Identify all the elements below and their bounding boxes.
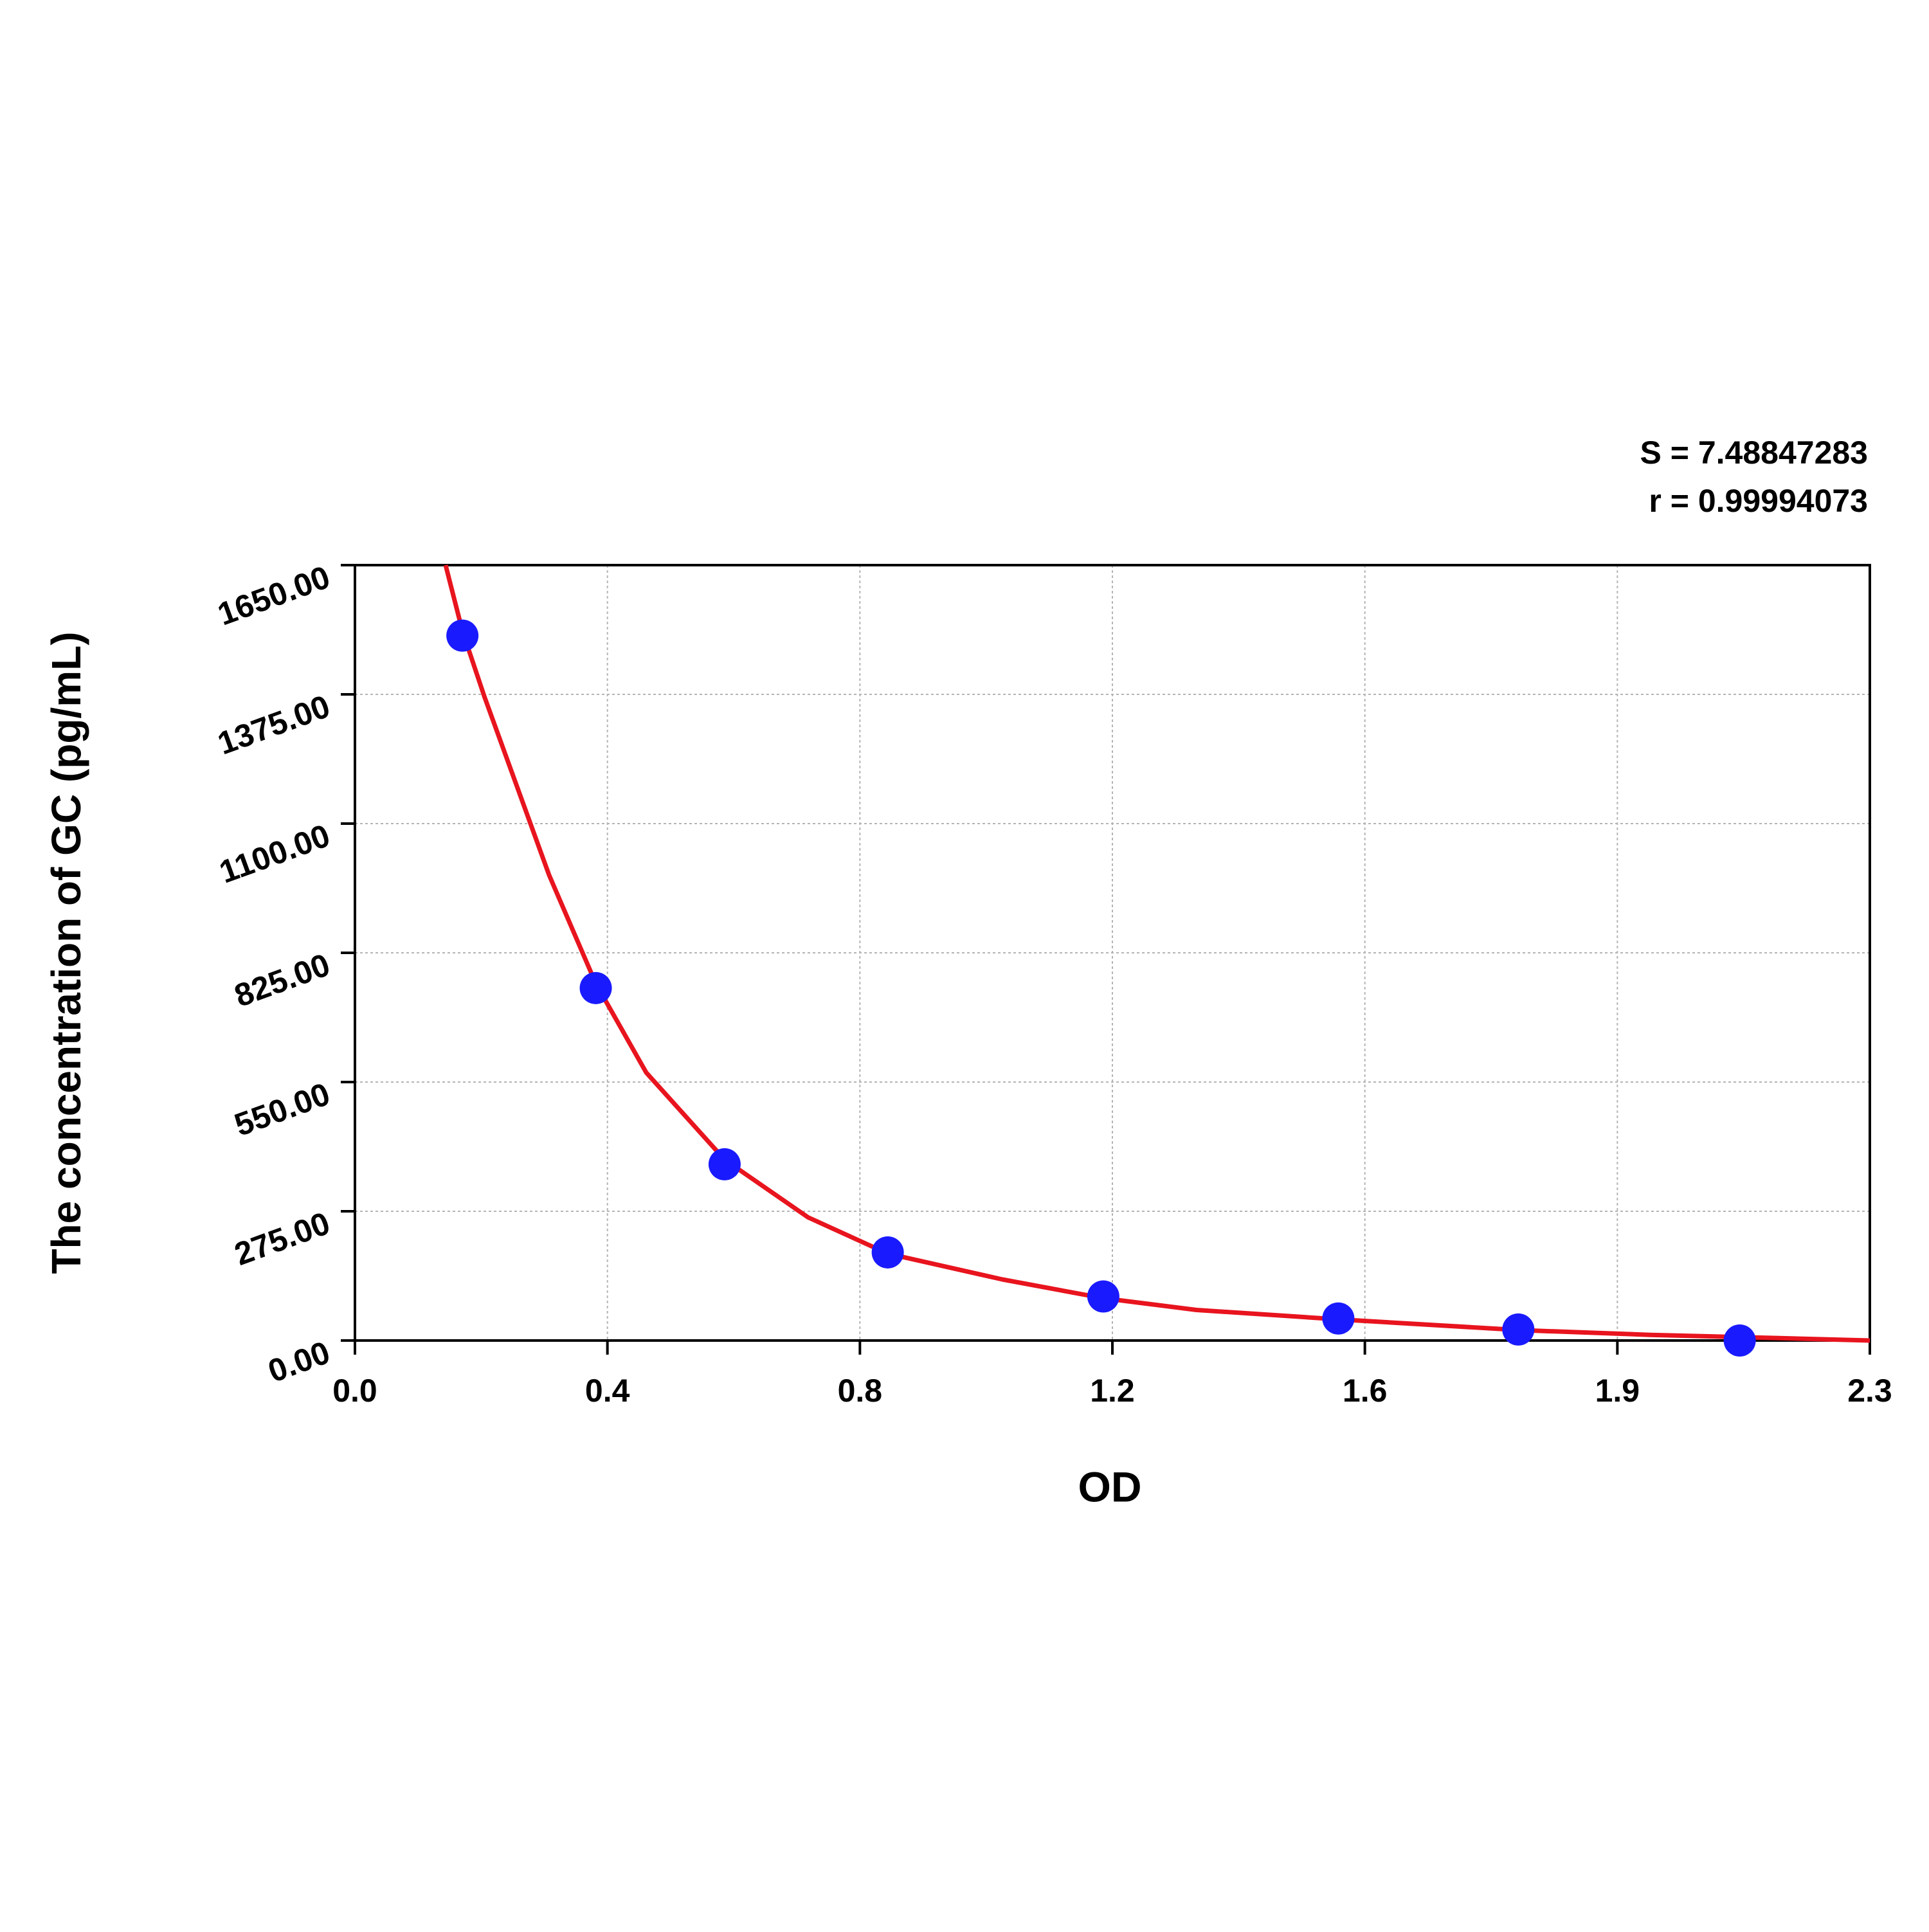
y-axis-title: The concentration of GC (pg/mL) bbox=[43, 631, 89, 1274]
data-point bbox=[1502, 1313, 1535, 1346]
x-tick-label: 1.2 bbox=[1090, 1373, 1135, 1409]
x-tick-label: 0.4 bbox=[585, 1373, 630, 1409]
annotation: r = 0.99994073 bbox=[1649, 483, 1868, 519]
data-point bbox=[579, 971, 612, 1004]
annotation: S = 7.48847283 bbox=[1640, 435, 1869, 471]
x-tick-label: 0.8 bbox=[838, 1373, 883, 1409]
data-point bbox=[1087, 1280, 1119, 1313]
data-point bbox=[446, 619, 479, 652]
data-point bbox=[708, 1148, 741, 1180]
data-point bbox=[871, 1236, 904, 1268]
x-tick-label: 1.9 bbox=[1595, 1373, 1640, 1409]
plot-frame bbox=[354, 564, 1871, 1342]
data-point bbox=[1723, 1324, 1756, 1357]
x-tick-label: 0.0 bbox=[332, 1373, 377, 1409]
x-tick-label: 1.6 bbox=[1343, 1373, 1388, 1409]
data-point bbox=[1322, 1302, 1355, 1335]
x-axis-title: OD bbox=[1078, 1463, 1142, 1510]
x-tick-label: 2.3 bbox=[1847, 1373, 1892, 1409]
